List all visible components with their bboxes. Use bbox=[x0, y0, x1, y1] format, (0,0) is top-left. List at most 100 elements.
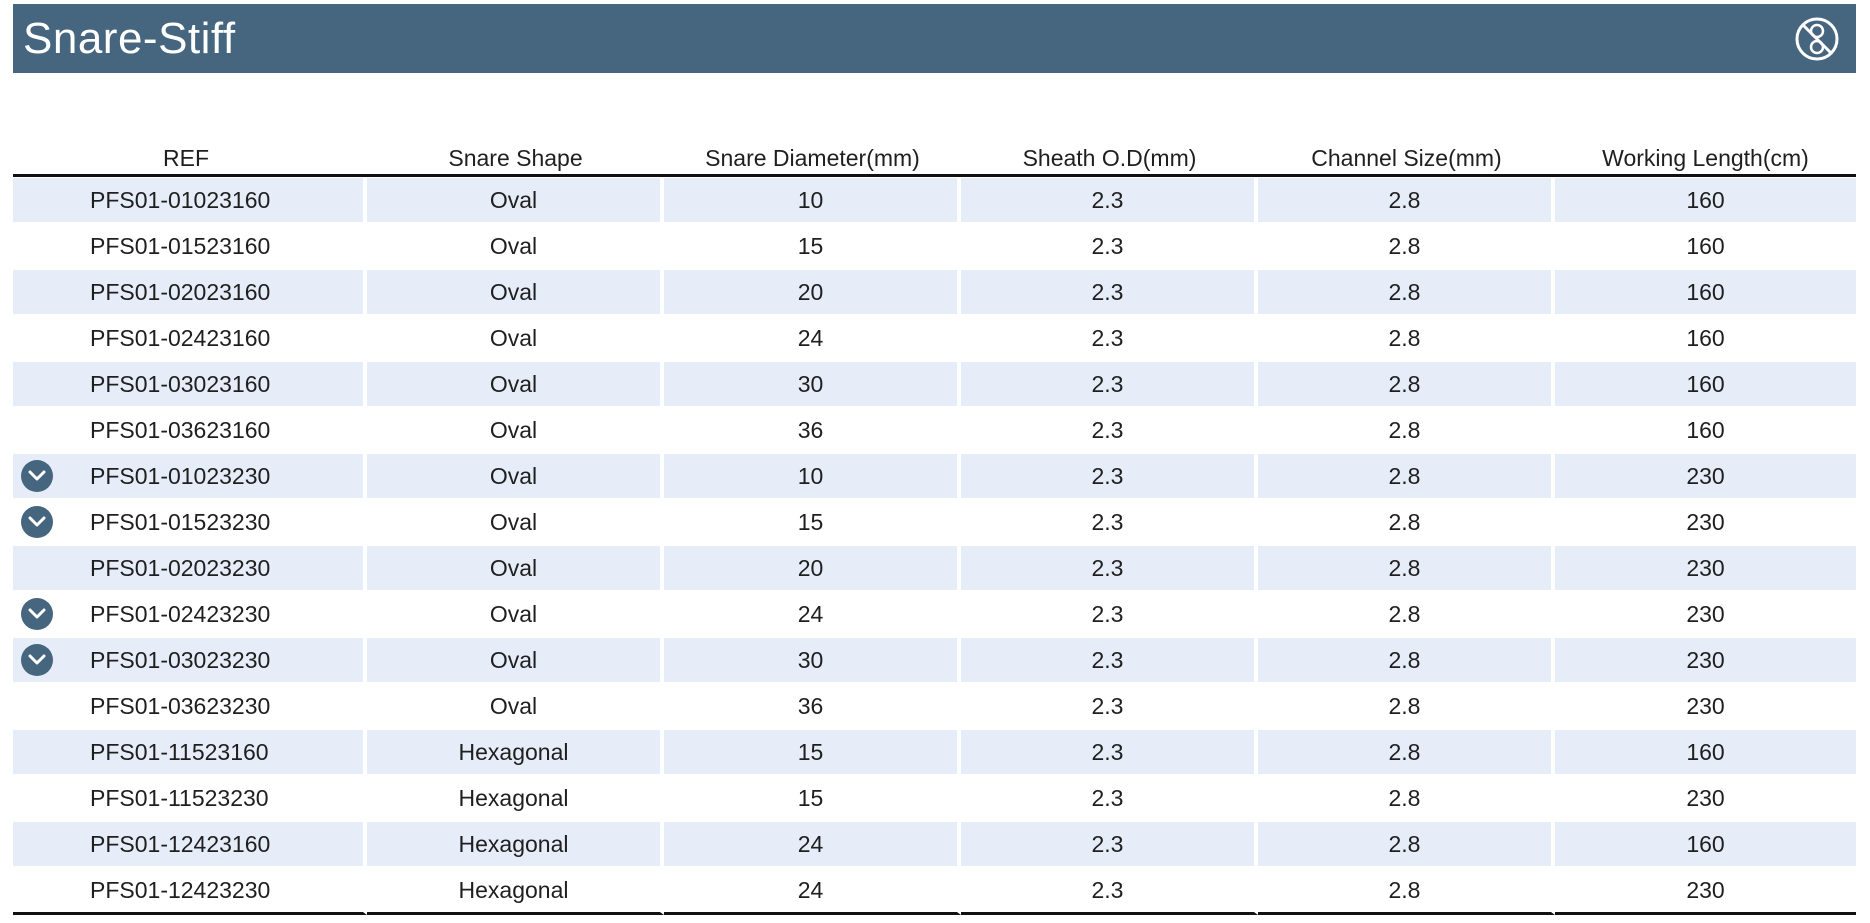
cell-ref: PFS01-03023160 bbox=[13, 361, 367, 407]
cell-length: 160 bbox=[1555, 315, 1856, 361]
cell-diameter: 10 bbox=[664, 453, 961, 499]
cell-ref: PFS01-01023230 bbox=[13, 453, 367, 499]
cell-length: 160 bbox=[1555, 729, 1856, 775]
cell-shape: Oval bbox=[367, 453, 664, 499]
cell-shape: Oval bbox=[367, 545, 664, 591]
cell-sheath: 2.3 bbox=[961, 729, 1258, 775]
cell-length: 160 bbox=[1555, 361, 1856, 407]
cell-diameter: 30 bbox=[664, 361, 961, 407]
cell-channel: 2.8 bbox=[1258, 499, 1555, 545]
product-table-wrapper: REF Snare Shape Snare Diameter(mm) Sheat… bbox=[13, 140, 1856, 915]
page-title: Snare-Stiff bbox=[23, 13, 236, 63]
table-header-row: REF Snare Shape Snare Diameter(mm) Sheat… bbox=[13, 140, 1856, 177]
cell-channel: 2.8 bbox=[1258, 683, 1555, 729]
cell-length: 160 bbox=[1555, 269, 1856, 315]
cell-channel: 2.8 bbox=[1258, 361, 1555, 407]
cell-sheath: 2.3 bbox=[961, 223, 1258, 269]
cell-shape: Oval bbox=[367, 499, 664, 545]
table-row: PFS01-11523160 Hexagonal 15 2.3 2.8 160 bbox=[13, 729, 1856, 775]
cell-sheath: 2.3 bbox=[961, 683, 1258, 729]
column-header-length: Working Length(cm) bbox=[1555, 140, 1856, 177]
cell-diameter: 24 bbox=[664, 867, 961, 915]
cell-length: 160 bbox=[1555, 177, 1856, 223]
ref-text: PFS01-11523230 bbox=[90, 784, 269, 811]
table-body: PFS01-01023160 Oval 10 2.3 2.8 160 PFS01-01523… bbox=[13, 177, 1856, 915]
cell-channel: 2.8 bbox=[1258, 545, 1555, 591]
cell-length: 230 bbox=[1555, 545, 1856, 591]
cell-channel: 2.8 bbox=[1258, 223, 1555, 269]
cell-diameter: 30 bbox=[664, 637, 961, 683]
cell-sheath: 2.3 bbox=[961, 637, 1258, 683]
cell-sheath: 2.3 bbox=[961, 269, 1258, 315]
cell-length: 230 bbox=[1555, 637, 1856, 683]
cell-ref: PFS01-12423230 bbox=[13, 867, 367, 915]
ref-text: PFS01-12423230 bbox=[90, 876, 271, 903]
cell-shape: Oval bbox=[367, 407, 664, 453]
cell-channel: 2.8 bbox=[1258, 269, 1555, 315]
not-resterilize-icon bbox=[1794, 16, 1840, 62]
cell-diameter: 36 bbox=[664, 407, 961, 453]
cell-channel: 2.8 bbox=[1258, 867, 1555, 915]
cell-ref: PFS01-01523160 bbox=[13, 223, 367, 269]
cell-diameter: 20 bbox=[664, 269, 961, 315]
table-row: PFS01-03023230 Oval 30 2.3 2.8 230 bbox=[13, 637, 1856, 683]
cell-channel: 2.8 bbox=[1258, 177, 1555, 223]
cell-channel: 2.8 bbox=[1258, 315, 1555, 361]
cell-diameter: 15 bbox=[664, 729, 961, 775]
ref-text: PFS01-02423230 bbox=[90, 600, 271, 627]
cell-diameter: 15 bbox=[664, 223, 961, 269]
cell-ref: PFS01-02423160 bbox=[13, 315, 367, 361]
cell-ref: PFS01-11523160 bbox=[13, 729, 367, 775]
cell-length: 160 bbox=[1555, 223, 1856, 269]
cell-length: 230 bbox=[1555, 683, 1856, 729]
table-row: PFS01-02423160 Oval 24 2.3 2.8 160 bbox=[13, 315, 1856, 361]
cell-channel: 2.8 bbox=[1258, 453, 1555, 499]
ref-text: PFS01-01523230 bbox=[90, 508, 271, 535]
table-row: PFS01-02423230 Oval 24 2.3 2.8 230 bbox=[13, 591, 1856, 637]
chevron-down-icon bbox=[21, 506, 53, 538]
cell-channel: 2.8 bbox=[1258, 637, 1555, 683]
cell-sheath: 2.3 bbox=[961, 591, 1258, 637]
table-row: PFS01-01023230 Oval 10 2.3 2.8 230 bbox=[13, 453, 1856, 499]
cell-length: 230 bbox=[1555, 775, 1856, 821]
cell-diameter: 24 bbox=[664, 591, 961, 637]
column-header-shape: Snare Shape bbox=[367, 140, 664, 177]
cell-channel: 2.8 bbox=[1258, 821, 1555, 867]
ref-text: PFS01-12423160 bbox=[90, 830, 271, 857]
cell-ref: PFS01-02423230 bbox=[13, 591, 367, 637]
cell-sheath: 2.3 bbox=[961, 775, 1258, 821]
cell-shape: Hexagonal bbox=[367, 775, 664, 821]
cell-channel: 2.8 bbox=[1258, 407, 1555, 453]
ref-text: PFS01-02023160 bbox=[90, 278, 271, 305]
table-row: PFS01-03623230 Oval 36 2.3 2.8 230 bbox=[13, 683, 1856, 729]
cell-sheath: 2.3 bbox=[961, 545, 1258, 591]
cell-ref: PFS01-01023160 bbox=[13, 177, 367, 223]
header-bar: Snare-Stiff bbox=[13, 4, 1856, 73]
table-row: PFS01-12423230 Hexagonal 24 2.3 2.8 230 bbox=[13, 867, 1856, 915]
table-row: PFS01-01523160 Oval 15 2.3 2.8 160 bbox=[13, 223, 1856, 269]
cell-sheath: 2.3 bbox=[961, 453, 1258, 499]
ref-text: PFS01-03023230 bbox=[90, 646, 271, 673]
table-row: PFS01-02023230 Oval 20 2.3 2.8 230 bbox=[13, 545, 1856, 591]
cell-shape: Oval bbox=[367, 269, 664, 315]
cell-diameter: 15 bbox=[664, 499, 961, 545]
table-row: PFS01-01523230 Oval 15 2.3 2.8 230 bbox=[13, 499, 1856, 545]
cell-shape: Hexagonal bbox=[367, 821, 664, 867]
cell-sheath: 2.3 bbox=[961, 499, 1258, 545]
cell-length: 160 bbox=[1555, 407, 1856, 453]
ref-text: PFS01-03623230 bbox=[90, 692, 271, 719]
column-header-channel: Channel Size(mm) bbox=[1258, 140, 1555, 177]
cell-sheath: 2.3 bbox=[961, 867, 1258, 915]
column-header-ref: REF bbox=[13, 140, 367, 177]
cell-ref: PFS01-02023160 bbox=[13, 269, 367, 315]
cell-channel: 2.8 bbox=[1258, 729, 1555, 775]
cell-shape: Hexagonal bbox=[367, 729, 664, 775]
column-header-diameter: Snare Diameter(mm) bbox=[664, 140, 961, 177]
cell-sheath: 2.3 bbox=[961, 315, 1258, 361]
cell-diameter: 24 bbox=[664, 821, 961, 867]
cell-ref: PFS01-03623160 bbox=[13, 407, 367, 453]
table-row: PFS01-01023160 Oval 10 2.3 2.8 160 bbox=[13, 177, 1856, 223]
cell-ref: PFS01-03623230 bbox=[13, 683, 367, 729]
chevron-down-icon bbox=[21, 598, 53, 630]
